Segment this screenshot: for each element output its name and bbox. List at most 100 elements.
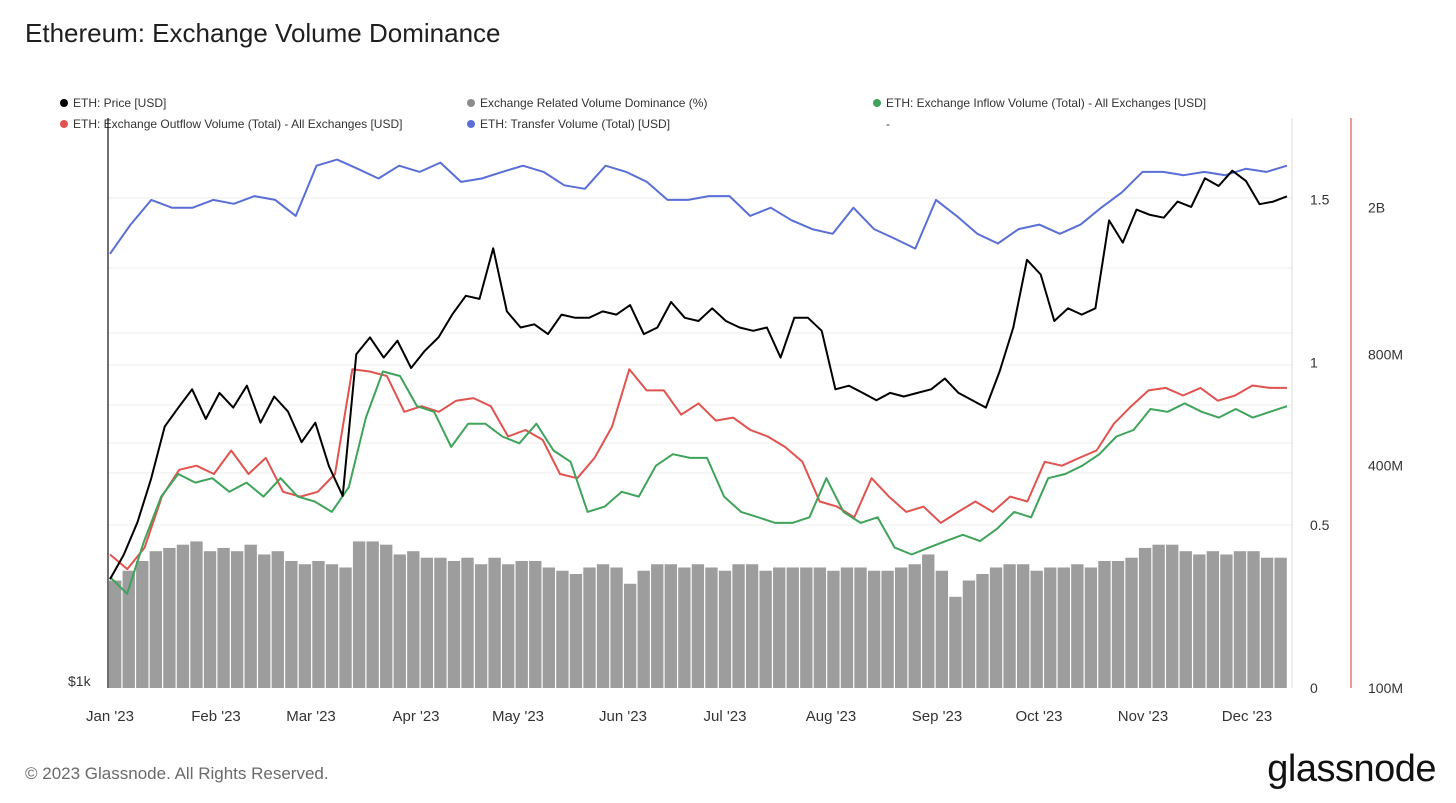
- dominance-bar: [407, 551, 420, 688]
- dominance-bar: [596, 564, 610, 688]
- dominance-bar: [515, 560, 528, 688]
- legend-dot: [467, 99, 475, 107]
- dominance-bar: [840, 567, 854, 688]
- dominance-bar: [962, 580, 976, 688]
- x-tick-label: Apr '23: [392, 708, 439, 725]
- dominance-bar: [1016, 564, 1030, 688]
- dominance-bar: [1138, 547, 1152, 688]
- dominance-bar: [1057, 567, 1070, 688]
- dominance-bar: [529, 560, 542, 688]
- dominance-bar: [1152, 544, 1165, 688]
- dominance-bar: [1098, 560, 1111, 688]
- glassnode-logo: glassnode: [1267, 748, 1436, 790]
- legend-dot: [467, 120, 475, 128]
- x-tick-label: Sep '23: [912, 708, 962, 725]
- dominance-bar: [827, 570, 840, 688]
- dominance-bar: [1071, 564, 1084, 688]
- legend-label: Exchange Related Volume Dominance (%): [480, 96, 708, 110]
- dominance-bar: [203, 551, 217, 688]
- dominance-bar: [1125, 557, 1138, 688]
- volume-tick-label: 100M: [1368, 680, 1403, 696]
- dominance-bar: [352, 541, 366, 688]
- dominance-bar: [718, 570, 732, 688]
- chart-title: Ethereum: Exchange Volume Dominance: [25, 18, 501, 48]
- dominance-bar: [895, 567, 908, 688]
- dominance-bar: [217, 547, 230, 688]
- dominance-bar: [298, 564, 312, 688]
- dominance-bar: [244, 544, 257, 688]
- dominance-bar: [800, 567, 813, 688]
- volume-tick-label: 400M: [1368, 458, 1403, 474]
- dominance-bar: [664, 564, 677, 688]
- series-line: [109, 368, 1287, 571]
- axes: Jan '23 Feb '23 Mar '23 Apr '23 May '23 Jun '…: [68, 118, 1403, 725]
- legend-dot: [60, 99, 68, 107]
- legend-item-outflow[interactable]: ETH: Exchange Outflow Volume (Total) - A…: [60, 117, 402, 131]
- dominance-bar: [136, 560, 149, 688]
- dominance-bar: [258, 554, 271, 688]
- dominance-bar: [447, 560, 461, 688]
- dominance-tick-label: 0.5: [1310, 517, 1330, 533]
- dominance-bar: [637, 570, 650, 688]
- legend-item-price[interactable]: ETH: Price [USD]: [60, 96, 166, 110]
- dominance-bar: [691, 564, 705, 688]
- dominance-bar: [854, 567, 867, 688]
- dominance-bar: [745, 564, 759, 688]
- dominance-bar: [935, 570, 949, 688]
- legend-item-empty: -: [886, 117, 890, 131]
- legend-label: ETH: Price [USD]: [73, 96, 167, 110]
- dominance-bar: [976, 574, 989, 688]
- dominance-bar: [1044, 567, 1057, 688]
- x-tick-label: Mar '23: [286, 708, 336, 725]
- legend-dot: [60, 120, 68, 128]
- dominance-bar: [908, 564, 921, 688]
- dominance-bar: [1003, 564, 1016, 688]
- dominance-bar: [867, 570, 881, 688]
- dominance-bars: [109, 541, 1287, 688]
- dominance-bar: [461, 557, 474, 688]
- dominance-bar: [1233, 551, 1247, 688]
- dominance-bar: [1084, 567, 1098, 688]
- legend-label: ETH: Transfer Volume (Total) [USD]: [480, 117, 671, 131]
- dominance-bar: [149, 551, 163, 688]
- dominance-bar: [813, 567, 827, 688]
- dominance-bar: [176, 544, 190, 688]
- dominance-bar: [1247, 551, 1260, 688]
- dominance-bar: [230, 551, 244, 688]
- legend-item-dominance[interactable]: Exchange Related Volume Dominance (%): [467, 96, 707, 110]
- dominance-bar: [1030, 570, 1043, 688]
- dominance-tick-label: 1.5: [1310, 191, 1330, 207]
- dominance-bar: [488, 557, 501, 688]
- legend-label: ETH: Exchange Inflow Volume (Total) - Al…: [886, 96, 1207, 110]
- x-tick-label: Feb '23: [191, 708, 241, 725]
- dominance-bar: [610, 567, 623, 688]
- dominance-bar: [1260, 557, 1274, 688]
- dominance-bar: [271, 551, 284, 688]
- dominance-bar: [122, 570, 135, 688]
- dominance-bar: [1274, 557, 1287, 688]
- dominance-bar: [556, 570, 569, 688]
- copyright-text: © 2023 Glassnode. All Rights Reserved.: [25, 764, 329, 783]
- legend-item-inflow[interactable]: ETH: Exchange Inflow Volume (Total) - Al…: [873, 96, 1206, 110]
- x-tick-label: Jun '23: [599, 708, 647, 725]
- dominance-bar: [732, 564, 745, 688]
- dominance-bar: [569, 574, 583, 688]
- dominance-bar: [542, 567, 556, 688]
- dominance-bar: [339, 567, 352, 688]
- x-tick-label: Nov '23: [1118, 708, 1168, 725]
- dominance-bar: [434, 557, 447, 688]
- x-tick-label: Jan '23: [86, 708, 134, 725]
- x-tick-label: Aug '23: [806, 708, 856, 725]
- dominance-bar: [502, 564, 515, 688]
- legend-item-transfer[interactable]: ETH: Transfer Volume (Total) [USD]: [467, 117, 670, 131]
- x-tick-label: Jul '23: [704, 708, 747, 725]
- legend-label: -: [886, 117, 890, 131]
- volume-tick-label: 800M: [1368, 347, 1403, 363]
- dominance-bar: [366, 541, 379, 688]
- dominance-bar: [190, 541, 203, 688]
- legend-dot: [873, 99, 881, 107]
- dominance-bar: [1206, 551, 1220, 688]
- dominance-bar: [786, 567, 799, 688]
- dominance-bar: [1166, 544, 1179, 688]
- x-tick-label: May '23: [492, 708, 544, 725]
